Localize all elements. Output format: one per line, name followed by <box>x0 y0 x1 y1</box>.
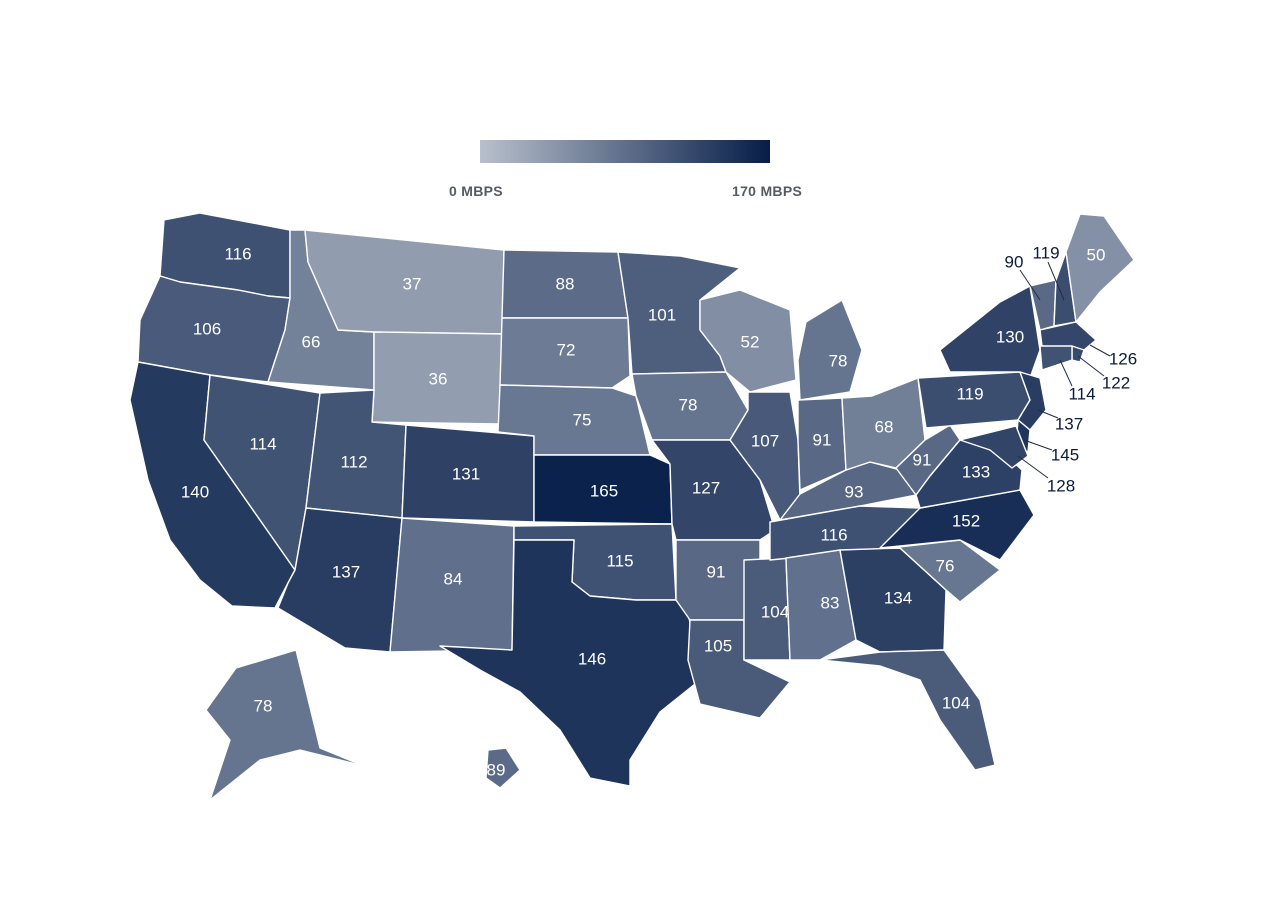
legend-min-label: 0 MBPS <box>449 183 503 199</box>
state-fl <box>819 649 996 771</box>
state-value-ak: 78 <box>254 697 273 716</box>
state-shapes <box>129 212 1135 801</box>
legend-gradient-bar <box>480 140 770 163</box>
state-ny <box>939 285 1041 379</box>
state-value-md: 128 <box>1047 477 1075 496</box>
state-value-ok: 115 <box>606 552 633 571</box>
state-value-nj: 137 <box>1055 415 1083 434</box>
state-value-vt: 90 <box>1005 253 1024 272</box>
state-value-mo: 127 <box>692 479 720 498</box>
state-value-hi: 89 <box>487 761 506 780</box>
state-value-ia: 78 <box>679 396 698 415</box>
state-value-wy: 36 <box>429 370 448 389</box>
state-mi <box>797 299 863 401</box>
state-tx <box>439 539 701 787</box>
state-value-nv: 114 <box>249 435 276 454</box>
state-value-ne: 75 <box>573 411 592 430</box>
state-value-ct: 114 <box>1068 385 1095 404</box>
leader-line-de <box>1023 439 1053 451</box>
state-value-mi: 78 <box>829 352 848 371</box>
state-value-az: 137 <box>332 563 360 582</box>
state-value-ky: 93 <box>845 483 864 502</box>
state-hi <box>485 747 521 789</box>
leader-line-md <box>1017 455 1049 479</box>
state-value-ny: 130 <box>996 328 1024 347</box>
state-in <box>797 397 847 491</box>
leader-line-ri <box>1077 355 1105 377</box>
state-sd <box>499 317 631 389</box>
state-value-id: 66 <box>302 333 321 352</box>
state-value-pa: 119 <box>956 385 983 404</box>
state-value-wi: 52 <box>741 333 760 352</box>
state-value-nd: 88 <box>556 275 575 294</box>
state-value-sd: 72 <box>557 341 576 360</box>
state-value-de: 145 <box>1051 446 1079 465</box>
state-value-ks: 165 <box>590 482 618 501</box>
state-value-me: 50 <box>1087 246 1106 265</box>
leader-line-nh <box>1047 261 1065 301</box>
state-value-co: 131 <box>452 465 480 484</box>
state-value-va: 133 <box>962 463 990 482</box>
state-value-la: 105 <box>704 637 732 656</box>
state-ct <box>1039 345 1073 371</box>
leader-line-nj <box>1037 409 1059 419</box>
state-ak <box>205 649 365 801</box>
state-value-ga: 134 <box>884 589 912 608</box>
state-value-ca: 140 <box>181 483 209 502</box>
state-value-nc: 152 <box>952 512 980 531</box>
state-value-sc: 76 <box>936 557 955 576</box>
state-value-tx: 146 <box>578 650 606 669</box>
state-al <box>785 549 857 661</box>
state-value-fl: 104 <box>942 694 970 713</box>
state-value-al: 83 <box>821 594 840 613</box>
state-value-in: 91 <box>813 431 832 450</box>
state-value-ut: 112 <box>340 453 367 472</box>
legend-max-label: 170 MBPS <box>732 183 803 199</box>
state-value-mn: 101 <box>648 306 676 325</box>
state-value-ar: 91 <box>707 563 726 582</box>
leader-line-ct <box>1059 359 1073 387</box>
state-me <box>1065 213 1135 323</box>
state-md <box>959 425 1029 469</box>
state-value-tn: 116 <box>820 526 847 545</box>
state-value-oh: 68 <box>875 418 894 437</box>
state-value-ri: 122 <box>1102 374 1130 393</box>
leader-line-vt <box>1019 269 1041 301</box>
state-value-ms: 104 <box>761 603 789 622</box>
state-value-ma: 126 <box>1109 350 1137 369</box>
state-value-wv: 91 <box>913 451 932 470</box>
leader-line-ma <box>1089 344 1111 357</box>
state-value-or: 106 <box>193 320 221 339</box>
state-wy <box>371 331 505 425</box>
state-value-wa: 116 <box>224 245 251 264</box>
state-labels: 116 106 140 66 114 37 36 112 137 131 84 88 72 75 165 11… <box>181 244 1137 780</box>
state-value-nm: 84 <box>444 570 463 589</box>
state-value-nh: 119 <box>1032 244 1059 263</box>
state-value-mt: 37 <box>403 275 422 294</box>
state-value-il: 107 <box>751 432 779 451</box>
